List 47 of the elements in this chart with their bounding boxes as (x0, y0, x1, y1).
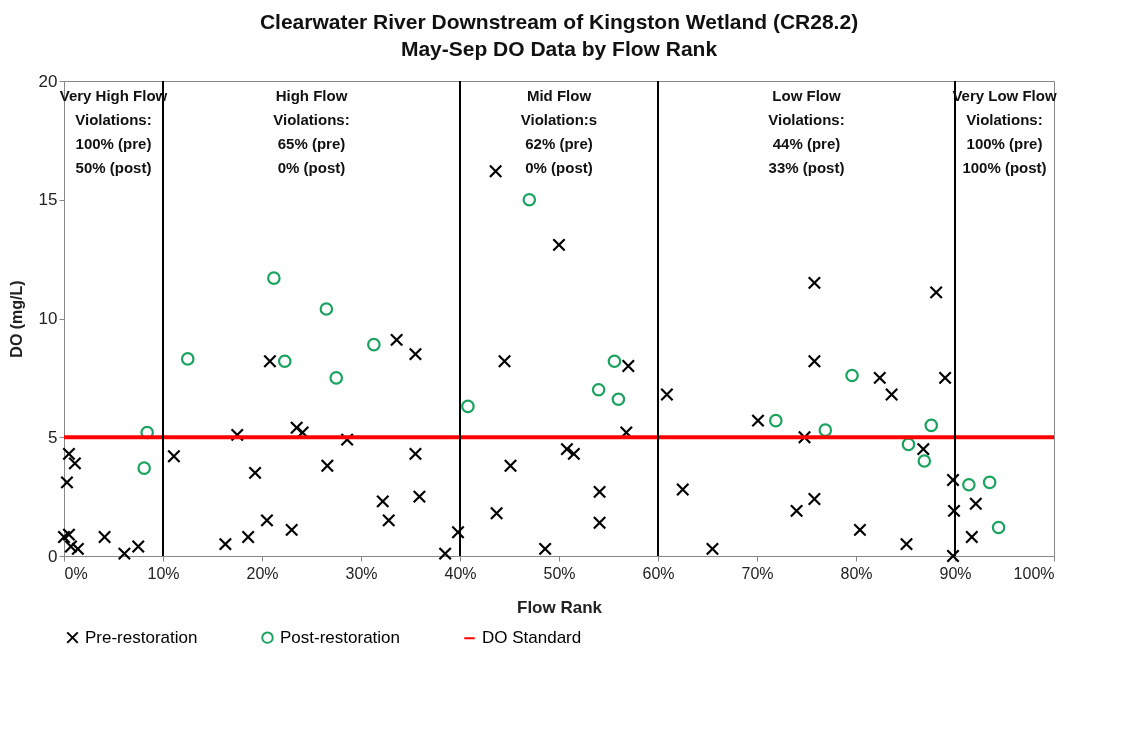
x-tick-label: 50% (543, 564, 576, 582)
y-axis-title: DO (mg/L) (7, 280, 25, 358)
point (180, 352, 195, 366)
point (277, 354, 292, 369)
point (591, 382, 606, 397)
chart-title: Clearwater River Downstream of Kingston Wetland (CR28.2) (259, 10, 859, 33)
point (962, 477, 976, 492)
annotation: Mid Flow Violation:s 62% (pre) 0% (post) (520, 87, 598, 176)
chart-subtitle: May-Sep DO Data by Flow Rank (400, 37, 718, 60)
point (607, 354, 622, 369)
x-axis-title: Flow Rank (516, 597, 603, 617)
y-tick-label: 0 (48, 546, 58, 566)
annotation: Low Flow Violations: 44% (pre) 33% (post) (768, 87, 845, 176)
x-tick-label: 90% (939, 564, 972, 582)
point (329, 371, 344, 385)
x-tick-label: 40% (444, 564, 477, 582)
x-tick-label: 30% (345, 564, 378, 582)
point (917, 454, 932, 468)
legend-label: Post-restoration (280, 627, 400, 647)
legend-label: Pre-restoration (85, 627, 198, 647)
x-tick-label: 20% (246, 564, 279, 582)
x-tick-label: 100% (1013, 564, 1055, 582)
point (818, 423, 833, 437)
point (611, 392, 626, 407)
point (367, 337, 381, 352)
point (319, 302, 334, 316)
point (924, 418, 939, 433)
y-tick-label: 20 (38, 71, 58, 91)
x-tick-label: 10% (147, 564, 180, 582)
point (137, 461, 151, 475)
point (845, 368, 859, 383)
point (769, 413, 783, 428)
point (991, 520, 1006, 535)
annotation: High Flow Violations: 65% (pre) 0% (post) (273, 87, 350, 176)
y-tick-label: 10 (38, 309, 58, 328)
point (901, 437, 916, 452)
point (982, 475, 997, 490)
x-tick-label: 60% (642, 564, 675, 582)
point (522, 192, 537, 207)
point (461, 399, 475, 414)
x-tick-label: 80% (840, 564, 873, 582)
x-tick-label: 0% (64, 564, 88, 582)
point (267, 271, 281, 285)
y-tick-label: 5 (48, 427, 58, 447)
legend-label: DO Standard (482, 628, 582, 648)
x-tick-label: 70% (741, 564, 774, 582)
y-tick-label: 15 (38, 190, 58, 210)
